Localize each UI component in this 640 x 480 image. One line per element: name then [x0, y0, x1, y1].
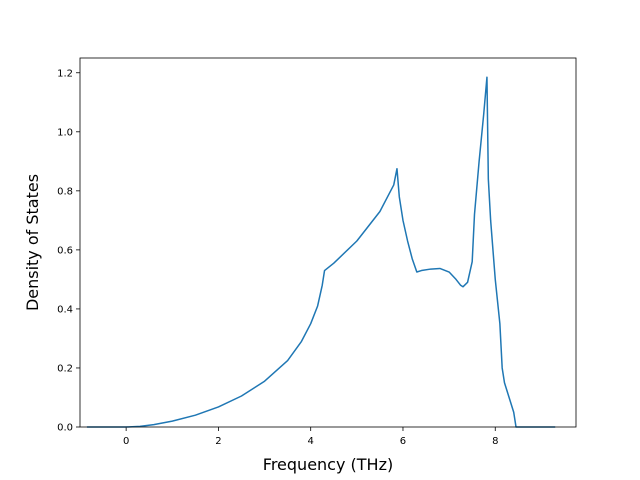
y-tick-label: 0.6	[57, 245, 73, 256]
plot-frame	[79, 57, 577, 428]
plot-area	[80, 58, 576, 427]
x-tick-label: 2	[215, 436, 221, 447]
x-tick-label: 8	[492, 436, 498, 447]
x-tick-label: 0	[123, 436, 129, 447]
y-axis-ticks: 0.0 0.2 0.4 0.6 0.8 1.0 1.2	[57, 68, 80, 434]
y-tick-label: 1.0	[57, 127, 73, 138]
y-tick-label: 0.0	[57, 423, 73, 434]
x-axis-ticks: 0 2 4 6 8	[123, 427, 498, 447]
y-tick-label: 0.4	[57, 304, 73, 315]
x-tick-label: 6	[400, 436, 406, 447]
x-tick-label: 4	[308, 436, 314, 447]
x-axis-label: Frequency (THz)	[263, 455, 393, 474]
y-axis-label: Density of States	[23, 174, 42, 311]
series-line	[86, 76, 556, 428]
y-tick-label: 0.8	[57, 186, 73, 197]
y-tick-label: 1.2	[57, 68, 73, 79]
y-tick-label: 0.2	[57, 363, 73, 374]
